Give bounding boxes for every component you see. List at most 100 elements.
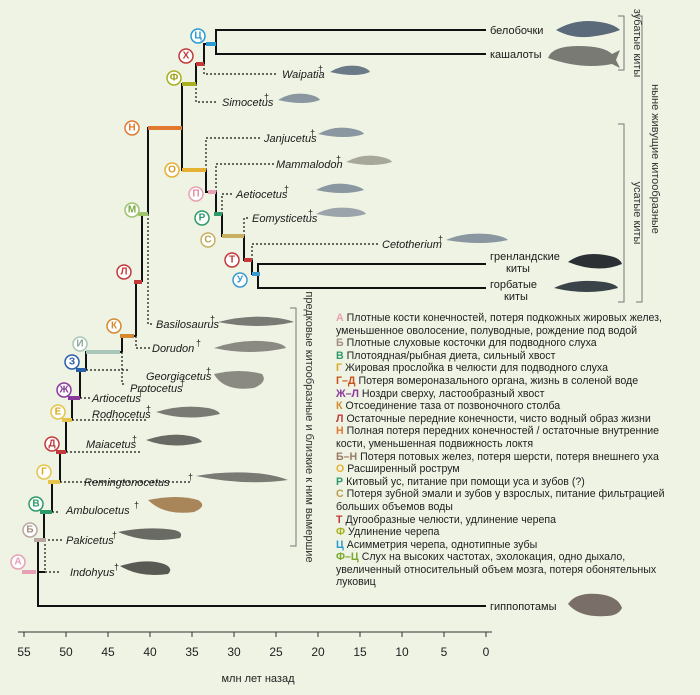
extinct-mark: † — [132, 434, 137, 444]
sperm-whale-icon — [548, 46, 620, 68]
taxon-hippos: гиппопотамы — [490, 601, 557, 613]
svg-text:Ф: Ф — [170, 73, 179, 84]
group-label-early: предковые китообразные и близкие к ним в… — [303, 291, 315, 562]
legend-key: В — [336, 349, 344, 362]
legend-key: Ж–Л — [336, 387, 359, 400]
taxon-cetotherium: Cetotherium — [382, 239, 442, 251]
legend-row: Ж–Л Ноздри сверху, ластообразный хвост — [336, 388, 666, 401]
remingtonocetus-icon — [196, 472, 288, 483]
svg-text:У: У — [237, 275, 244, 286]
node-e: Е — [50, 404, 66, 420]
legend-row: О Расширенный рострум — [336, 463, 666, 476]
node-bars — [22, 42, 260, 574]
legend-key: Ц — [336, 538, 344, 551]
legend-text: Плотные кости конечностей, потеря подкож… — [336, 312, 662, 337]
aetiocetus-icon — [316, 183, 364, 193]
taxon-protocetus: Protocetus — [130, 383, 183, 395]
tick-label: 15 — [353, 645, 367, 659]
node-u: У — [232, 272, 248, 288]
axis-tick-labels: 55 50 45 40 35 30 25 20 15 10 5 0 млн ле… — [17, 645, 489, 685]
svg-text:Ж: Ж — [58, 385, 69, 396]
cetotherium-icon — [446, 233, 508, 243]
extinct-mark: † — [112, 530, 117, 540]
taxon-rodhocetus: Rodhocetus — [92, 409, 151, 421]
tick-label: 45 — [101, 645, 115, 659]
taxon-humpback-line1: горбатые — [490, 279, 537, 291]
node-markers: А Б В Г Д Е Ж З И К Л М Н О П Р С Т У Ф … — [10, 28, 248, 570]
taxon-labels: белобочки кашалоты Waipatia † Simocetus … — [65, 25, 560, 613]
node-z: З — [64, 354, 80, 370]
taxon-humpback-line2: киты — [504, 291, 528, 303]
legend-key: А — [336, 312, 344, 324]
node-i: И — [72, 336, 88, 352]
rodhocetus-icon — [156, 406, 220, 418]
svg-text:Е: Е — [55, 407, 62, 418]
legend-row: Г Жировая прослойка в челюсти для подводн… — [336, 362, 666, 375]
extinct-mark: † — [146, 404, 151, 414]
svg-text:О: О — [168, 165, 176, 176]
taxon-waipatia: Waipatia — [282, 69, 325, 81]
legend-key: Ф–Ц — [336, 551, 359, 564]
legend-text: Удлинение черепа — [348, 526, 440, 539]
group-label-baleen: усатые киты — [631, 182, 643, 245]
legend-row: В Плотоядная/рыбная диета, сильный хвост — [336, 350, 666, 363]
taxon-ambulocetus: Ambulocetus — [65, 505, 130, 517]
indohyus-icon — [120, 561, 171, 575]
georgiacetus-icon — [214, 371, 264, 389]
legend-key: Г — [336, 362, 343, 375]
group-label-toothed: зубатые киты — [631, 9, 643, 78]
node-kh: Х — [178, 48, 194, 64]
svg-text:М: М — [128, 205, 136, 216]
waipatia-icon — [330, 65, 370, 75]
taxon-sperm-whales: кашалоты — [490, 49, 542, 61]
extinct-mark: † — [114, 562, 119, 572]
legend-text: Плотоядная/рыбная диета, сильный хвост — [346, 349, 556, 362]
legend-text: Остаточные передние конечности, чисто во… — [346, 412, 651, 425]
axis-title: млн лет назад — [221, 673, 295, 685]
legend-key: Н — [336, 425, 344, 438]
taxon-mammalodon: Mammalodon — [276, 159, 343, 171]
taxon-basilosaurus: Basilosaurus — [156, 319, 219, 331]
legend-key: Л — [336, 412, 344, 425]
legend-row: Б Плотные слуховые косточки для подводног… — [336, 337, 666, 350]
node-a: А — [10, 554, 26, 570]
taxon-simocetus: Simocetus — [222, 97, 274, 109]
taxon-artiocetus: Artiocetus — [91, 393, 141, 405]
node-t: Т — [224, 252, 240, 268]
legend-key: Г–Д — [336, 374, 356, 387]
extinct-mark: † — [138, 388, 143, 398]
legend-row: Г–Д Потеря вомероназального органа, жизнь… — [336, 375, 666, 388]
taxon-pakicetus: Pakicetus — [66, 535, 114, 547]
tick-label: 10 — [395, 645, 409, 659]
legend-row: Р Китовый ус, питание при помощи уса и зу… — [336, 476, 666, 489]
legend-key: О — [336, 463, 345, 476]
legend-row: Н Полная потеря передних конечностей / ос… — [336, 425, 666, 450]
tick-label: 40 — [143, 645, 157, 659]
node-zh: Ж — [56, 382, 72, 398]
svg-text:С: С — [204, 235, 211, 246]
taxon-bowhead-line1: гренландские — [490, 251, 560, 263]
node-b: Б — [22, 522, 38, 538]
legend-key: Б–Н — [336, 450, 358, 463]
legend-row: Ф–Ц Слух на высоких частотах, эхолокация,… — [336, 551, 666, 589]
svg-text:Б: Б — [26, 525, 33, 536]
trait-legend: А Плотные кости конечностей, потеря подко… — [336, 312, 666, 589]
pakicetus-icon — [118, 528, 182, 540]
taxon-eomysticetus: Eomysticetus — [252, 213, 318, 225]
legend-row: Ц Асимметрия черепа, однотипные зубы — [336, 539, 666, 552]
legend-text: Потеря потовых желез, потеря шерсти, пот… — [360, 450, 659, 463]
tick-label: 35 — [185, 645, 199, 659]
dolphin-icon — [556, 21, 620, 38]
legend-text: Дугообразные челюсти, удлинение черепа — [345, 513, 557, 526]
taxon-indohyus: Indohyus — [70, 567, 115, 579]
taxon-janjucetus: Janjucetus — [263, 133, 317, 145]
tick-label: 30 — [227, 645, 241, 659]
mammalodon-icon — [346, 155, 392, 165]
svg-text:В: В — [32, 499, 39, 510]
node-n: Н — [124, 120, 140, 136]
node-m: М — [124, 202, 140, 218]
legend-key: Б — [336, 337, 344, 350]
legend-text: Китовый ус, питание при помощи уса и зуб… — [346, 475, 585, 488]
legend-text: Плотные слуховые косточки для подводного… — [346, 337, 597, 350]
